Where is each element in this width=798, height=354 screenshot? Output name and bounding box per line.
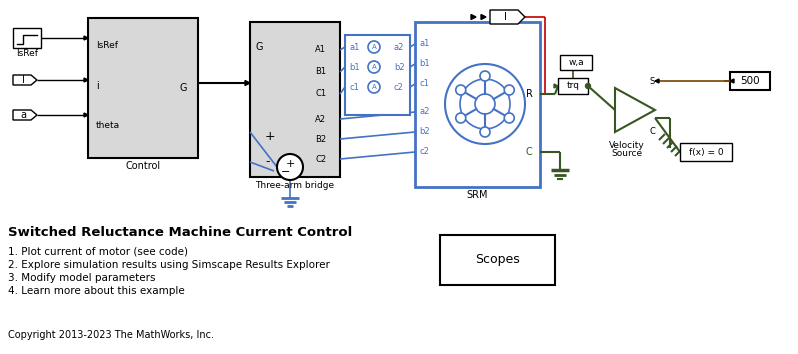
Circle shape <box>586 84 591 88</box>
Polygon shape <box>730 79 734 83</box>
Text: 4. Learn more about this example: 4. Learn more about this example <box>8 286 185 296</box>
Text: Scopes: Scopes <box>475 253 519 267</box>
Circle shape <box>456 85 466 95</box>
Bar <box>88 18 198 158</box>
Bar <box>345 35 410 115</box>
Text: SRM: SRM <box>466 190 488 200</box>
Text: C: C <box>650 127 656 137</box>
Text: trq: trq <box>567 81 579 91</box>
Text: −: − <box>282 167 290 177</box>
Text: Control: Control <box>125 161 160 171</box>
Text: w,a: w,a <box>568 58 584 67</box>
Text: Source: Source <box>611 149 642 159</box>
Text: A: A <box>372 64 377 70</box>
Text: C1: C1 <box>315 90 326 98</box>
Text: Copyright 2013-2023 The MathWorks, Inc.: Copyright 2013-2023 The MathWorks, Inc. <box>8 330 214 340</box>
Text: A: A <box>372 84 377 90</box>
Circle shape <box>368 81 380 93</box>
Text: a2: a2 <box>394 42 405 51</box>
Text: f(x) = 0: f(x) = 0 <box>689 148 723 156</box>
Bar <box>560 55 592 70</box>
Text: a: a <box>20 110 26 120</box>
Bar <box>440 235 555 285</box>
Bar <box>680 143 732 161</box>
Circle shape <box>504 85 514 95</box>
Circle shape <box>475 94 495 114</box>
Text: b1: b1 <box>349 63 360 72</box>
Text: 1. Plot current of motor (see code): 1. Plot current of motor (see code) <box>8 247 188 257</box>
Text: R: R <box>526 89 533 99</box>
Text: c2: c2 <box>419 148 429 156</box>
Polygon shape <box>13 75 37 85</box>
Text: I: I <box>22 75 25 85</box>
Circle shape <box>480 127 490 137</box>
Text: c1: c1 <box>349 82 359 91</box>
Text: a1: a1 <box>349 42 359 51</box>
Text: a1: a1 <box>419 40 429 48</box>
Circle shape <box>480 71 490 81</box>
Polygon shape <box>84 78 88 82</box>
Bar <box>13 28 41 48</box>
Polygon shape <box>13 110 37 120</box>
Text: C: C <box>526 147 533 157</box>
Text: A1: A1 <box>315 46 326 55</box>
Circle shape <box>504 113 514 123</box>
Text: A: A <box>372 44 377 50</box>
Text: C2: C2 <box>315 154 326 164</box>
Text: A2: A2 <box>315 114 326 124</box>
Text: IsRef: IsRef <box>16 50 38 58</box>
Text: b1: b1 <box>419 59 429 69</box>
Polygon shape <box>655 79 659 83</box>
Text: +: + <box>286 159 294 169</box>
Circle shape <box>368 61 380 73</box>
Bar <box>558 78 588 94</box>
Text: b2: b2 <box>394 63 405 72</box>
Circle shape <box>368 41 380 53</box>
Text: B1: B1 <box>315 68 326 76</box>
Text: +: + <box>265 131 275 143</box>
Bar <box>415 22 540 187</box>
Text: c2: c2 <box>394 82 404 91</box>
Circle shape <box>445 64 525 144</box>
Bar <box>250 22 340 177</box>
Polygon shape <box>615 88 655 132</box>
Text: B2: B2 <box>315 135 326 143</box>
Text: Switched Reluctance Machine Current Control: Switched Reluctance Machine Current Cont… <box>8 225 352 239</box>
Text: 2. Explore simulation results using Simscape Results Explorer: 2. Explore simulation results using Sims… <box>8 260 330 270</box>
Polygon shape <box>471 15 476 19</box>
Text: G: G <box>255 42 263 52</box>
Text: I: I <box>504 12 507 22</box>
Circle shape <box>456 113 466 123</box>
Polygon shape <box>84 36 88 40</box>
Text: b2: b2 <box>419 127 429 137</box>
Polygon shape <box>481 15 486 19</box>
Text: i: i <box>96 81 99 91</box>
Text: 500: 500 <box>741 76 760 86</box>
Text: a2: a2 <box>419 108 429 116</box>
Text: G: G <box>180 83 188 93</box>
Text: IsRef: IsRef <box>96 41 118 51</box>
Polygon shape <box>554 84 558 88</box>
Text: Velocity: Velocity <box>609 141 645 149</box>
Polygon shape <box>490 10 525 24</box>
Text: -: - <box>265 155 270 169</box>
Polygon shape <box>245 80 250 86</box>
Circle shape <box>277 154 303 180</box>
Text: c1: c1 <box>419 80 429 88</box>
Circle shape <box>460 79 510 129</box>
Bar <box>730 72 770 90</box>
Text: theta: theta <box>96 121 120 131</box>
Text: 3. Modify model parameters: 3. Modify model parameters <box>8 273 156 283</box>
Text: S: S <box>650 78 655 86</box>
Text: Three-arm bridge: Three-arm bridge <box>255 181 334 189</box>
Polygon shape <box>84 113 88 117</box>
